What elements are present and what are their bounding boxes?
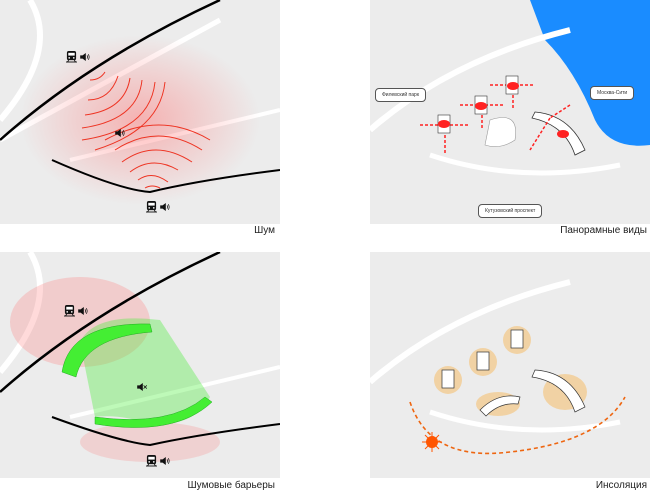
caption-views: Панорамные виды	[560, 225, 647, 236]
views-map	[370, 0, 650, 176]
barriers-map	[0, 252, 280, 467]
insolation-map	[370, 279, 626, 455]
sun-icon	[422, 432, 442, 452]
label-moscow-city: Москва-Сити	[590, 86, 635, 100]
caption-barriers: Шумовые барьеры	[187, 480, 275, 491]
label-fili-park: Филевский парк	[375, 88, 427, 102]
noise-map	[0, 0, 280, 213]
caption-noise: Шум	[254, 225, 275, 236]
panel-insolation	[370, 252, 650, 478]
caption-insolation: Инсоляция	[595, 480, 647, 491]
panel-barriers	[0, 252, 280, 478]
noise-barrier	[94, 396, 213, 428]
eye-icon	[438, 82, 569, 138]
train-icon	[146, 200, 157, 213]
protected-zone	[80, 318, 210, 425]
panel-noise	[0, 0, 280, 224]
train-icon	[146, 454, 157, 467]
river	[530, 0, 650, 146]
sun-path	[409, 396, 626, 455]
panel-views: Филевский парк Москва-Сити Кутузовский п…	[370, 0, 650, 224]
label-kutuzovsky: Кутузовский проспект	[478, 204, 543, 218]
noise-barrier	[61, 323, 153, 378]
speaker-icon	[160, 203, 170, 211]
